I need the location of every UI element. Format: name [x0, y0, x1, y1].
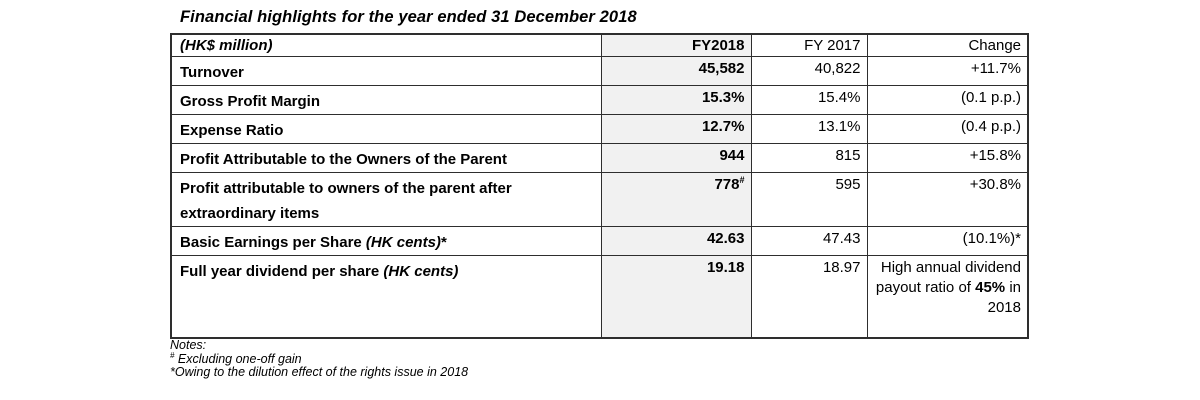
- row-label: Full year dividend per share (HK cents): [170, 254, 602, 339]
- table-row: Basic Earnings per Share (HK cents)* 42.6…: [170, 225, 1029, 256]
- fy2018-value: 19.18: [600, 254, 752, 339]
- notes-list: # Excluding one-off gain *Owing to the di…: [170, 350, 469, 380]
- change-value: (0.4 p.p.): [866, 113, 1029, 144]
- row-label: Gross Profit Margin: [170, 84, 602, 115]
- fy2017-value: 13.1%: [750, 113, 868, 144]
- column-header-metric: (HK$ million): [170, 33, 602, 57]
- table-row: Turnover 45,582 40,822 +11.7%: [170, 55, 1029, 86]
- row-label: Profit Attributable to the Owners of the…: [170, 142, 602, 173]
- note-item: *Owing to the dilution effect of the rig…: [170, 365, 469, 379]
- notes-heading: Notes:: [170, 338, 207, 352]
- change-value: (0.1 p.p.): [866, 84, 1029, 115]
- financial-highlights-table: (HK$ million) FY2018 FY 2017 Change Turn…: [170, 33, 1029, 339]
- table-body: Turnover 45,582 40,822 +11.7% Gross Profit M…: [170, 55, 1029, 339]
- notes: Notes: # Excluding one-off gain *Owing to…: [170, 338, 469, 380]
- row-label: Profit attributable to owners of the par…: [170, 171, 602, 227]
- change-value: +30.8%: [866, 171, 1029, 227]
- note-item: # Excluding one-off gain: [170, 350, 302, 366]
- row-label: Turnover: [170, 55, 602, 86]
- row-label: Expense Ratio: [170, 113, 602, 144]
- table-row: Gross Profit Margin 15.3% 15.4% (0.1 p.p.): [170, 84, 1029, 115]
- page-title: Financial highlights for the year ended …: [180, 8, 637, 26]
- fy2017-value: 40,822: [750, 55, 868, 86]
- row-label: Basic Earnings per Share (HK cents)*: [170, 225, 602, 256]
- fy2017-value: 47.43: [750, 225, 868, 256]
- table-row: Expense Ratio 12.7% 13.1% (0.4 p.p.): [170, 113, 1029, 144]
- fy2018-value: 15.3%: [600, 84, 752, 115]
- table-row: Full year dividend per share (HK cents) 1…: [170, 254, 1029, 339]
- fy2017-value: 18.97: [750, 254, 868, 339]
- fy2017-value: 15.4%: [750, 84, 868, 115]
- fy2018-value: 12.7%: [600, 113, 752, 144]
- fy2018-value: 45,582: [600, 55, 752, 86]
- header-row: (HK$ million) FY2018 FY 2017 Change: [170, 33, 1029, 57]
- column-header-fy2018: FY2018: [600, 33, 752, 57]
- fy2018-value: 42.63: [600, 225, 752, 256]
- change-value: +15.8%: [866, 142, 1029, 173]
- table-row: Profit Attributable to the Owners of the…: [170, 142, 1029, 173]
- change-value: +11.7%: [866, 55, 1029, 86]
- column-header-change: Change: [866, 33, 1029, 57]
- table-row: Profit attributable to owners of the par…: [170, 171, 1029, 227]
- fy2018-value: 944: [600, 142, 752, 173]
- fy2018-value: 778#: [600, 171, 752, 227]
- column-header-fy2017: FY 2017: [750, 33, 868, 57]
- fy2017-value: 595: [750, 171, 868, 227]
- change-value: (10.1%)*: [866, 225, 1029, 256]
- change-value: High annual dividend payout ratio of 45%…: [866, 254, 1029, 339]
- fy2017-value: 815: [750, 142, 868, 173]
